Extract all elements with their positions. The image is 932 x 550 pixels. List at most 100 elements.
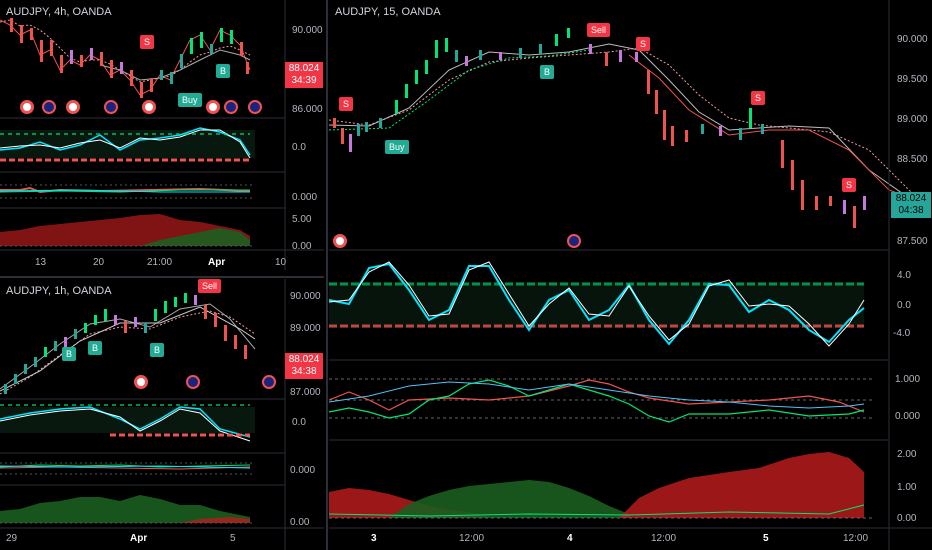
time-tick: 10 bbox=[275, 257, 287, 268]
oscillator-1-15m bbox=[329, 261, 865, 347]
time-tick: 13 bbox=[35, 257, 47, 268]
osc-label: 5.00 bbox=[292, 214, 312, 225]
b-signal-4h: B bbox=[216, 64, 231, 78]
price-label: 90.000 bbox=[290, 291, 321, 302]
bar-countdown: 34:38 bbox=[291, 366, 317, 377]
time-tick: 5 bbox=[763, 533, 769, 544]
oscillator-2-1h bbox=[0, 462, 255, 475]
last-price-tag: 88.024 34:38 bbox=[285, 353, 323, 379]
flag-au-icon[interactable] bbox=[224, 100, 238, 114]
osc-label: 1.00 bbox=[897, 482, 917, 493]
oscillator-2-15m bbox=[329, 378, 874, 423]
flag-au-icon[interactable] bbox=[42, 100, 56, 114]
osc-label: -4.0 bbox=[893, 328, 911, 339]
time-tick: 12:00 bbox=[651, 533, 677, 544]
oscillator-2-4h bbox=[0, 184, 255, 199]
bar-countdown: 34:39 bbox=[291, 75, 317, 86]
price-label: 87.000 bbox=[290, 387, 321, 398]
last-price-tag: 88.024 04:38 bbox=[891, 192, 931, 218]
osc-label: 0.00 bbox=[292, 241, 312, 252]
oscillator-1-1h bbox=[0, 404, 255, 442]
price-label: 86.000 bbox=[292, 104, 323, 115]
price-series-15m bbox=[329, 43, 930, 211]
event-marker-red[interactable] bbox=[66, 100, 80, 114]
pane-separator[interactable] bbox=[0, 276, 324, 278]
chart-pane-15m[interactable]: AUDJPY, 15, OANDA bbox=[329, 0, 932, 550]
osc-label: 0.00 bbox=[897, 513, 917, 524]
sell-signal-15m: Sell bbox=[587, 23, 611, 37]
event-marker-red[interactable] bbox=[142, 100, 156, 114]
time-tick: Apr bbox=[130, 533, 148, 544]
event-marker-red[interactable] bbox=[134, 375, 148, 389]
oscillator-3-4h bbox=[0, 214, 255, 247]
price-series-4h bbox=[0, 19, 251, 96]
bar-countdown: 04:38 bbox=[898, 205, 924, 216]
candles-1h bbox=[4, 293, 247, 394]
oscillator-3-1h bbox=[0, 495, 255, 524]
chart-title-15m: AUDJPY, 15, OANDA bbox=[335, 6, 441, 18]
price-label: 89.500 bbox=[897, 74, 928, 85]
oscillator-3-15m bbox=[329, 452, 874, 519]
candles-4h bbox=[10, 18, 249, 98]
time-tick: 4 bbox=[567, 533, 573, 544]
flag-au-icon[interactable] bbox=[104, 100, 118, 114]
b-signal-15m: B bbox=[540, 65, 555, 79]
s-signal-15m: S bbox=[842, 178, 857, 192]
last-price: 88.024 bbox=[895, 193, 927, 204]
sell-signal-4h: S bbox=[140, 35, 155, 49]
flag-au-icon[interactable] bbox=[262, 375, 276, 389]
chart-pane-4h[interactable]: AUDJPY, 4h, OANDA bbox=[0, 0, 324, 270]
event-marker-red[interactable] bbox=[20, 100, 34, 114]
event-marker-red[interactable] bbox=[206, 100, 220, 114]
oscillator-1-4h bbox=[0, 127, 255, 162]
chart-canvas-15m[interactable] bbox=[329, 0, 932, 550]
time-tick: 21:00 bbox=[147, 257, 173, 268]
price-label: 89.000 bbox=[290, 323, 321, 334]
osc-label: 0.0 bbox=[292, 417, 306, 428]
time-tick: 12:00 bbox=[843, 533, 869, 544]
time-tick: 20 bbox=[93, 257, 105, 268]
b-signal-1h: B bbox=[88, 341, 103, 355]
s-signal-15m: S bbox=[636, 37, 651, 51]
time-tick: 29 bbox=[6, 533, 18, 544]
buy-signal-15m: Buy bbox=[385, 140, 409, 154]
time-tick: Apr bbox=[208, 257, 226, 268]
s-signal-15m: S bbox=[751, 91, 766, 105]
pane-separator[interactable] bbox=[326, 0, 328, 550]
flag-au-icon[interactable] bbox=[186, 375, 200, 389]
osc-label: 0.0 bbox=[292, 142, 306, 153]
s-signal-15m: S bbox=[339, 97, 354, 111]
time-tick: 5 bbox=[230, 533, 236, 544]
b-signal-1h: B bbox=[150, 343, 165, 357]
osc-label: 0.0 bbox=[897, 300, 911, 311]
osc-label: 0.000 bbox=[292, 192, 318, 203]
osc-label: 2.00 bbox=[897, 449, 917, 460]
candles-15m bbox=[333, 28, 866, 228]
time-tick: 12:00 bbox=[459, 533, 485, 544]
chart-title-1h: AUDJPY, 1h, OANDA bbox=[6, 285, 112, 297]
osc-label: 0.00 bbox=[290, 517, 310, 528]
last-price-tag: 88.024 34:39 bbox=[285, 62, 323, 88]
last-price: 88.024 bbox=[288, 354, 320, 365]
osc-label: 0.000 bbox=[290, 465, 316, 476]
chart-canvas-4h[interactable] bbox=[0, 0, 324, 270]
flag-au-icon[interactable] bbox=[248, 100, 262, 114]
price-label: 89.000 bbox=[897, 114, 928, 125]
sell-signal-1h: Sell bbox=[198, 279, 222, 293]
price-label: 90.000 bbox=[292, 25, 323, 36]
osc-label: 4.0 bbox=[897, 270, 911, 281]
last-price: 88.024 bbox=[288, 63, 320, 74]
chart-canvas-1h[interactable] bbox=[0, 279, 324, 550]
event-marker-red[interactable] bbox=[333, 234, 347, 248]
chart-title-4h: AUDJPY, 4h, OANDA bbox=[6, 6, 112, 18]
osc-label: 0.000 bbox=[895, 411, 921, 422]
flag-au-icon[interactable] bbox=[567, 234, 581, 248]
price-label: 90.000 bbox=[897, 34, 928, 45]
chart-pane-1h[interactable]: AUDJPY, 1h, OANDA bbox=[0, 279, 324, 550]
time-tick: 3 bbox=[371, 533, 377, 544]
b-signal-1h: B bbox=[62, 347, 77, 361]
price-label: 87.500 bbox=[897, 236, 928, 247]
price-label: 88.500 bbox=[897, 154, 928, 165]
buy-signal-4h: Buy bbox=[178, 93, 202, 107]
osc-label: 1.000 bbox=[895, 374, 921, 385]
